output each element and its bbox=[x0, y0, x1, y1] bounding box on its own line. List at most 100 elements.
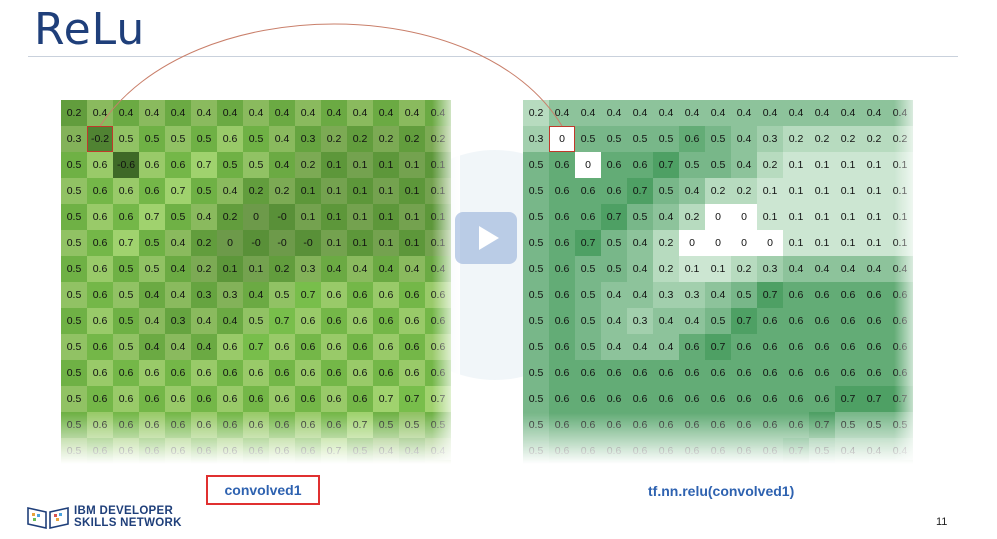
matrix-cell: 0.6 bbox=[835, 360, 861, 386]
caption-relu-output: tf.nn.relu(convolved1) bbox=[648, 483, 795, 499]
matrix-cell: 0.6 bbox=[347, 282, 373, 308]
matrix-cell: 0.7 bbox=[373, 386, 399, 412]
matrix-cell: 0.6 bbox=[835, 308, 861, 334]
matrix-cell: 0.6 bbox=[399, 282, 425, 308]
matrix-cell: 0.6 bbox=[653, 386, 679, 412]
matrix-cell: 0.4 bbox=[757, 100, 783, 126]
matrix-cell: 0.4 bbox=[601, 282, 627, 308]
matrix-cell: 0.6 bbox=[295, 412, 321, 438]
matrix-cell: 0.5 bbox=[575, 308, 601, 334]
matrix-cell: 0.6 bbox=[679, 386, 705, 412]
matrix-cell: 0.1 bbox=[835, 152, 861, 178]
matrix-cell: 0.5 bbox=[575, 334, 601, 360]
matrix-cell: 0.5 bbox=[653, 178, 679, 204]
matrix-cell: 0.1 bbox=[399, 204, 425, 230]
matrix-cell: 0.7 bbox=[399, 386, 425, 412]
matrix-cell: 0.7 bbox=[757, 282, 783, 308]
matrix-cell: 0.6 bbox=[191, 386, 217, 412]
matrix-cell: 0.4 bbox=[627, 282, 653, 308]
matrix-cell: 0.4 bbox=[87, 100, 113, 126]
matrix-cell: 0.6 bbox=[87, 412, 113, 438]
matrix-cell: 0.6 bbox=[87, 360, 113, 386]
matrix-cell: 0.5 bbox=[191, 126, 217, 152]
matrix-cell: 0 bbox=[757, 230, 783, 256]
matrix-cell: 0.6 bbox=[653, 360, 679, 386]
matrix-cell: 0.6 bbox=[347, 386, 373, 412]
matrix-cell: 0.4 bbox=[139, 334, 165, 360]
matrix-cell: 0.6 bbox=[575, 360, 601, 386]
matrix-cell: 0.5 bbox=[113, 282, 139, 308]
matrix-cell: 0.6 bbox=[295, 308, 321, 334]
matrix-cell: 0.4 bbox=[575, 100, 601, 126]
matrix-cell: 0.5 bbox=[61, 178, 87, 204]
matrix-cell: 0.5 bbox=[61, 412, 87, 438]
matrix-cell: 0.5 bbox=[139, 126, 165, 152]
matrix-cell: 0.6 bbox=[87, 386, 113, 412]
matrix-cell: 0 bbox=[217, 230, 243, 256]
matrix-cell: 0.5 bbox=[113, 334, 139, 360]
matrix-cell: 0.6 bbox=[757, 360, 783, 386]
matrix-cell: 0.3 bbox=[679, 282, 705, 308]
matrix-cell: 0.4 bbox=[347, 256, 373, 282]
matrix-cell: 0.6 bbox=[295, 334, 321, 360]
matrix-cell: 0.6 bbox=[757, 334, 783, 360]
matrix-cell: 0.4 bbox=[679, 308, 705, 334]
matrix-cell: 0.6 bbox=[549, 386, 575, 412]
matrix-cell: 0.6 bbox=[783, 386, 809, 412]
matrix-cell: 0.2 bbox=[321, 126, 347, 152]
matrix-cell: 0.2 bbox=[731, 178, 757, 204]
matrix-cell: 0.6 bbox=[243, 360, 269, 386]
matrix-cell: 0.6 bbox=[217, 412, 243, 438]
matrix-cell: 0.1 bbox=[757, 178, 783, 204]
matrix-cell: 0.1 bbox=[861, 152, 887, 178]
matrix-cell: 0.4 bbox=[399, 100, 425, 126]
matrix-cell: 0.6 bbox=[757, 308, 783, 334]
matrix-cell: 0.2 bbox=[191, 256, 217, 282]
matrix-cell: 0.4 bbox=[783, 100, 809, 126]
matrix-cell: 0.1 bbox=[399, 178, 425, 204]
matrix-cell: 0.6 bbox=[861, 282, 887, 308]
matrix-cell: 0.1 bbox=[321, 178, 347, 204]
matrix-cell: 0.5 bbox=[705, 126, 731, 152]
matrix-cell: 0.5 bbox=[705, 308, 731, 334]
matrix-cell: 0.2 bbox=[269, 178, 295, 204]
matrix-cell: 0.4 bbox=[139, 100, 165, 126]
matrix-cell: 0.6 bbox=[601, 438, 627, 464]
matrix-cell: 0.4 bbox=[627, 100, 653, 126]
matrix-cell: 0.1 bbox=[347, 152, 373, 178]
matrix-cell: 0.6 bbox=[575, 412, 601, 438]
matrix-cell: 0.1 bbox=[373, 178, 399, 204]
matrix-cell: 0.1 bbox=[217, 256, 243, 282]
matrix-cell: 0.7 bbox=[295, 282, 321, 308]
matrix-cell: 0.4 bbox=[269, 152, 295, 178]
matrix-cell: 0.1 bbox=[809, 204, 835, 230]
matrix-cell: 0.6 bbox=[113, 438, 139, 464]
matrix-cell: 0.4 bbox=[399, 256, 425, 282]
matrix-cell: 0.5 bbox=[523, 256, 549, 282]
matrix-cell: 0.5 bbox=[705, 152, 731, 178]
matrix-cell: 0.5 bbox=[523, 386, 549, 412]
matrix-cell: 0.4 bbox=[705, 100, 731, 126]
matrix-cell: 0.6 bbox=[217, 360, 243, 386]
matrix-cell: 0.7 bbox=[269, 308, 295, 334]
matrix-cell: 0.1 bbox=[809, 178, 835, 204]
matrix-cell: 0 bbox=[731, 204, 757, 230]
matrix-cell: 0.7 bbox=[575, 230, 601, 256]
matrix-cell: 0.4 bbox=[373, 256, 399, 282]
matrix-cell: 0.4 bbox=[809, 100, 835, 126]
matrix-cell: 0.6 bbox=[601, 178, 627, 204]
matrix-cell: 0.4 bbox=[347, 100, 373, 126]
matrix-cell: 0.6 bbox=[783, 360, 809, 386]
matrix-cell: 0.4 bbox=[653, 334, 679, 360]
matrix-cell: 0.5 bbox=[139, 230, 165, 256]
matrix-cell: 0.3 bbox=[627, 308, 653, 334]
matrix-cell: 0.1 bbox=[321, 152, 347, 178]
matrix-cell: 0.6 bbox=[627, 412, 653, 438]
matrix-cell: 0.6 bbox=[295, 386, 321, 412]
matrix-cell: 0.6 bbox=[113, 204, 139, 230]
matrix-cell: -0.6 bbox=[113, 152, 139, 178]
play-button-icon[interactable] bbox=[455, 212, 517, 264]
matrix-cell: 0.6 bbox=[139, 386, 165, 412]
matrix-cell: 0.4 bbox=[679, 100, 705, 126]
matrix-cell: 0.4 bbox=[269, 100, 295, 126]
